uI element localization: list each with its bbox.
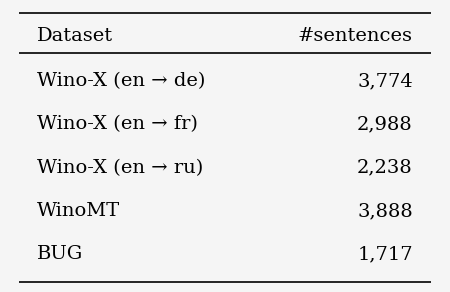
Text: Wino-X (en → ru): Wino-X (en → ru): [37, 159, 203, 177]
Text: WinoMT: WinoMT: [37, 202, 121, 220]
Text: Dataset: Dataset: [37, 27, 113, 45]
Text: BUG: BUG: [37, 246, 83, 263]
Text: Wino-X (en → de): Wino-X (en → de): [37, 72, 206, 90]
Text: 3,888: 3,888: [357, 202, 413, 220]
Text: 2,238: 2,238: [357, 159, 413, 177]
Text: #sentences: #sentences: [298, 27, 413, 45]
Text: 1,717: 1,717: [357, 246, 413, 263]
Text: 3,774: 3,774: [357, 72, 413, 90]
Text: Wino-X (en → fr): Wino-X (en → fr): [37, 115, 198, 133]
Text: 2,988: 2,988: [357, 115, 413, 133]
